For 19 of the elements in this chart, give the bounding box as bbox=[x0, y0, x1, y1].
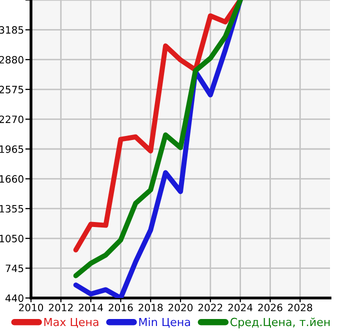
legend-label: Min Цена bbox=[139, 318, 190, 328]
x-tick-label: 2010 bbox=[19, 304, 44, 312]
y-tick-label: 440 bbox=[5, 294, 24, 302]
y-tick-label: 1965 bbox=[0, 145, 24, 153]
x-tick-label: 2016 bbox=[108, 304, 133, 312]
y-tick-label: 1660 bbox=[0, 175, 24, 183]
x-tick-label: 2018 bbox=[138, 304, 163, 312]
x-tick-label: 2024 bbox=[228, 304, 252, 312]
x-tick-label: 2022 bbox=[198, 304, 222, 312]
y-tick-label: 1355 bbox=[0, 204, 24, 213]
x-tick-label: 2020 bbox=[168, 304, 193, 312]
x-tick-label: 2026 bbox=[258, 304, 282, 312]
legend-label: Max Цена bbox=[44, 318, 98, 328]
x-tick-label: 2014 bbox=[78, 304, 103, 312]
y-tick-label: 745 bbox=[6, 264, 24, 272]
y-tick-label: 1050 bbox=[0, 234, 24, 242]
legend-label: Сред.Цена, т.йен bbox=[230, 318, 330, 328]
x-tick-label: 2028 bbox=[288, 304, 312, 312]
x-tick-label: 2012 bbox=[48, 304, 73, 312]
